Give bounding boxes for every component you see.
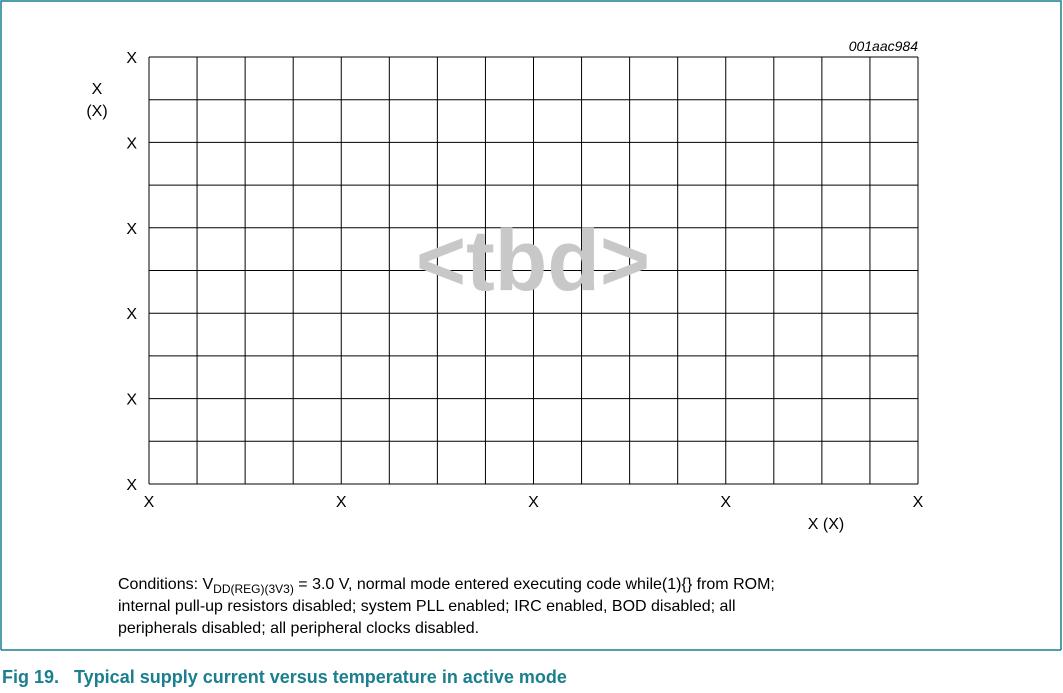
conditions-line: internal pull-up resistors disabled; sys…: [118, 598, 736, 615]
conditions-subscript: DD(REG)(3V3): [213, 582, 294, 596]
y-tick-label: X: [126, 135, 137, 152]
figure-id: 001aac984: [849, 38, 919, 54]
x-tick-label: X: [528, 494, 539, 511]
x-tick-label: X: [336, 494, 347, 511]
figure-frame: [0, 0, 1062, 650]
caption: Fig 19. Typical supply current versus te…: [2, 667, 567, 687]
conditions-line: peripherals disabled; all peripheral clo…: [118, 620, 479, 637]
y-tick-label: X: [126, 392, 137, 409]
x-tick-label: X: [720, 494, 731, 511]
x-tick-label: X: [144, 494, 155, 511]
placeholder: <tbd>: [416, 213, 650, 309]
y-tick-label: X: [126, 221, 137, 238]
conditions-prefix: Conditions: V: [118, 576, 213, 593]
y-tick-label: X: [126, 306, 137, 323]
conditions-line: Conditions: VDD(REG)(3V3) = 3.0 V, norma…: [118, 576, 775, 596]
y-tick-label: X: [126, 477, 137, 494]
x-tick-label: X: [913, 494, 924, 511]
y-axis-label: X: [92, 81, 103, 98]
conditions-rest: = 3.0 V, normal mode entered executing c…: [294, 576, 775, 593]
grid: [148, 56, 919, 485]
x-axis-label: X (X): [808, 516, 844, 533]
y-axis-unit: (X): [86, 103, 107, 120]
y-tick-label: X: [126, 50, 137, 67]
